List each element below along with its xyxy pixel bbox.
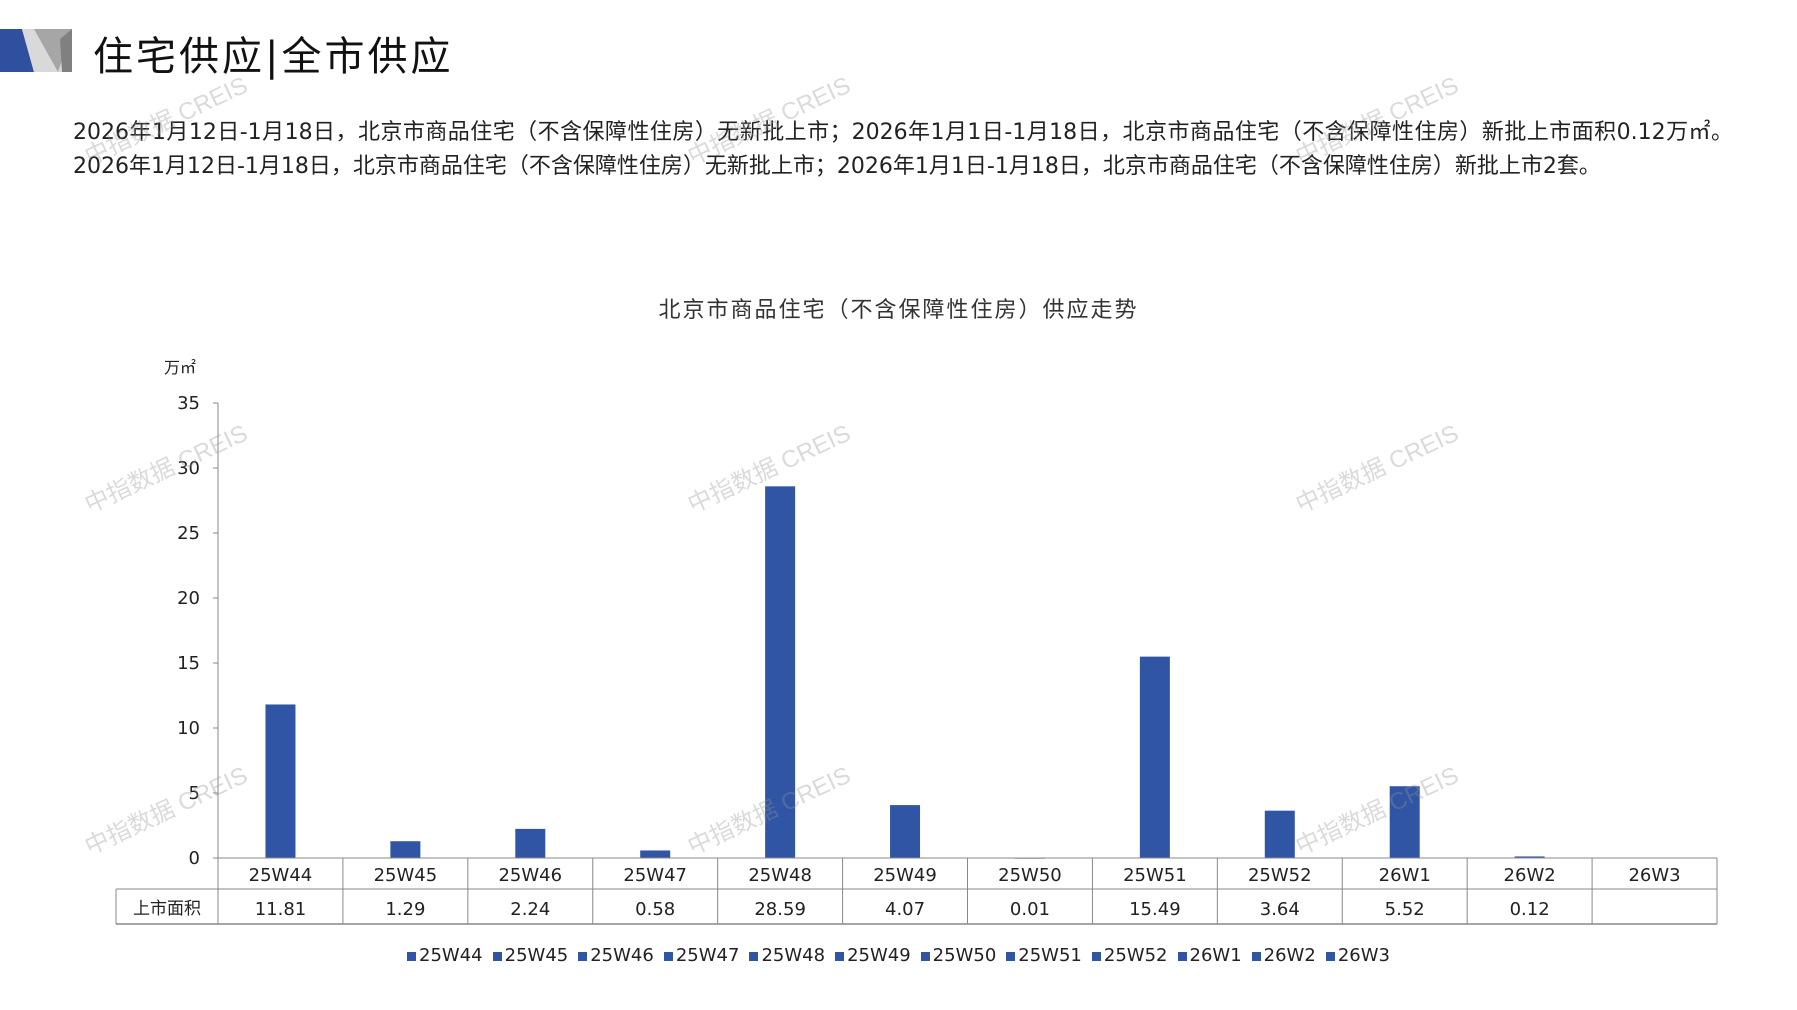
x-tick-label: 26W2 [1504,865,1556,886]
legend-swatch [407,952,417,961]
header-logo [0,29,72,72]
legend-swatch [920,952,930,961]
data-label: 5.52 [1385,899,1425,920]
legend-swatch [663,952,673,961]
legend-label: 25W49 [847,945,911,966]
legend-label: 26W3 [1337,945,1390,966]
legend-label: 25W47 [675,945,740,966]
data-label: 4.07 [885,899,925,920]
legend-label: 25W51 [1018,945,1082,966]
data-label: 3.64 [1260,899,1300,920]
chart-legend: 25W44 25W45 25W46 25W47 25W48 25W49 25W50 25W51… [0,945,1797,966]
x-tick-label: 25W50 [998,865,1062,886]
bar-25W46 [515,828,546,858]
x-tick-label: 25W44 [249,865,313,886]
data-label: 15.49 [1129,899,1181,920]
data-label: 11.81 [255,899,307,920]
y-tick-label: 35 [177,393,200,414]
chart-title: 北京市商品住宅（不含保障性住房）供应走势 [658,298,1139,323]
y-tick-label: 25 [177,523,200,544]
legend-label: 25W44 [419,945,483,966]
legend-swatch [749,952,759,961]
bar-25W44 [265,704,296,858]
legend-item: 25W51 [1006,945,1082,966]
legend-swatch [1325,952,1335,961]
legend-swatch [492,952,502,961]
legend-label: 25W46 [590,945,654,966]
legend-label: 25W45 [504,945,569,966]
y-tick-label: 20 [177,588,200,609]
data-label: 0.12 [1510,899,1550,920]
legend-swatch [578,952,588,961]
series-name-label: 上市面积 [133,899,201,919]
legend-item: 25W46 [578,945,654,966]
y-tick-label: 30 [177,458,200,479]
x-tick-label: 25W52 [1248,865,1312,886]
legend-item: 25W52 [1091,945,1168,966]
y-tick-label: 15 [177,653,200,674]
x-tick-label: 25W45 [374,865,438,886]
x-tick-label: 25W47 [623,865,687,886]
data-label: 0.01 [1010,899,1050,920]
bar-25W47 [640,850,671,858]
y-tick-label: 10 [177,718,200,739]
bar-25W45 [390,841,421,858]
legend-item: 26W2 [1251,945,1316,966]
bar-25W48 [765,486,796,858]
legend-swatch [835,952,845,961]
legend-label: 26W1 [1189,945,1242,966]
legend-item: 25W49 [835,945,911,966]
legend-label: 25W52 [1103,945,1168,966]
bar-25W52 [1264,810,1295,858]
y-tick-label: 0 [189,848,200,869]
legend-swatch [1091,952,1101,961]
data-label: 1.29 [385,899,425,920]
x-tick-label: 26W1 [1379,865,1431,886]
legend-item: 25W48 [749,945,825,966]
x-tick-label: 25W48 [748,865,812,886]
bar-26W1 [1389,786,1420,858]
legend-item: 25W44 [407,945,483,966]
legend-swatch [1177,952,1187,961]
legend-swatch [1006,952,1016,961]
data-label: 2.24 [510,899,550,920]
summary-paragraph: 2026年1月12日-1月18日，北京市商品住宅（不含保障性住房）无新批上市；2… [73,120,1733,179]
x-tick-label: 25W46 [498,865,562,886]
legend-item: 25W47 [663,945,740,966]
legend-item: 25W50 [920,945,997,966]
bar-25W49 [890,805,921,858]
x-tick-label: 25W51 [1123,865,1187,886]
legend-item: 26W1 [1177,945,1242,966]
bar-26W2 [1514,856,1545,858]
y-axis-unit: 万㎡ [164,358,197,377]
legend-label: 25W48 [761,945,826,966]
page-title: 住宅供应|全市供应 [93,34,454,80]
x-tick-label: 26W3 [1628,865,1680,886]
data-label: 0.58 [635,899,675,920]
data-label: 28.59 [754,899,806,920]
legend-swatch [1251,952,1261,961]
legend-label: 26W2 [1263,945,1316,966]
bar-25W51 [1139,656,1170,858]
legend-item: 25W45 [492,945,569,966]
legend-item: 26W3 [1325,945,1390,966]
y-tick-label: 5 [189,783,200,804]
legend-label: 25W50 [932,945,997,966]
x-tick-label: 25W49 [873,865,937,886]
